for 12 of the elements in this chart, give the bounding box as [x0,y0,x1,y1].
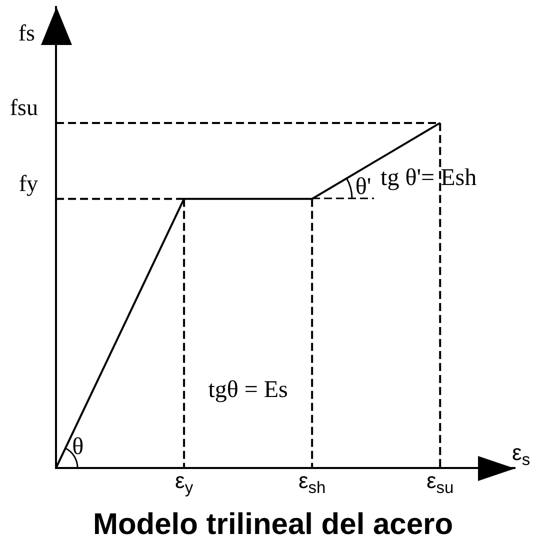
y-axis-title: fs [18,20,35,46]
x-tick-label: ε$_{y}$ [175,468,194,497]
annotation: θ' [355,174,372,200]
x-tick-label: ε$_{sh}$ [298,468,326,497]
annotation: tg θ'= Esh [380,165,477,192]
annotation: tgθ = Es [208,377,288,404]
ref-line-label: fy [18,170,38,196]
series-label: fsu [10,94,38,120]
x-axis-title: ε$_{s}$ [512,440,530,469]
annotation: θ [72,434,84,460]
x-tick-label: ε$_{su}$ [426,468,454,497]
text: Modelo trilineal del acero [92,508,454,541]
